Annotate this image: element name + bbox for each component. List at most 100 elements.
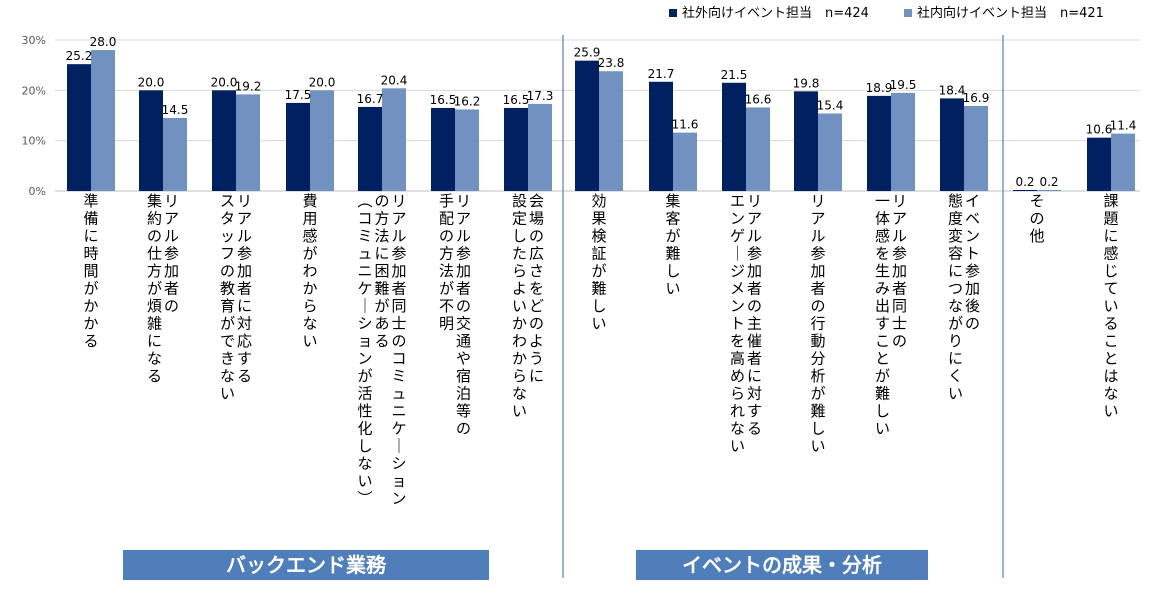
value-label: 21.5 [721,68,748,82]
svg-text:が: が [665,227,680,245]
svg-text:な: な [147,350,162,368]
svg-text:加: 加 [965,280,980,298]
value-label: 25.9 [574,46,601,60]
bar-series-1 [575,60,599,192]
svg-text:感: 感 [1103,245,1118,263]
svg-text:で: で [220,332,235,350]
svg-text:か: か [512,350,527,368]
svg-text:の: の [892,332,907,350]
svg-text:ア: ア [810,210,825,228]
bar-series-1 [212,90,236,191]
y-tick-label: 10% [22,135,46,148]
svg-text:｜: ｜ [357,297,372,315]
svg-text:い: い [1103,402,1118,420]
svg-text:の: の [164,297,179,315]
svg-text:客: 客 [665,210,680,228]
value-label: 15.4 [817,98,844,112]
svg-text:て: て [1103,280,1118,298]
svg-text:の: の [374,192,389,210]
svg-text:を: を [875,245,890,263]
svg-text:配: 配 [439,210,454,228]
svg-text:︶: ︶ [357,490,372,508]
bar-series-2 [746,107,770,191]
svg-text:い: い [730,437,745,455]
svg-text:難: 難 [810,402,825,420]
svg-text:育: 育 [220,297,235,315]
svg-text:な: な [302,315,317,333]
svg-text:の: の [391,332,406,350]
bar-series-2 [382,88,406,191]
svg-text:ョ: ョ [357,332,372,350]
svg-text:雑: 雑 [147,315,162,333]
svg-text:リ: リ [237,192,252,210]
svg-text:ア: ア [237,210,252,228]
legend: 社外向けイベント担当 n=424 社内向けイベント担当 n=421 [669,5,1104,21]
svg-text:検: 検 [591,227,606,245]
svg-text:い: い [810,437,825,455]
svg-text:リ: リ [456,192,471,210]
svg-text:フ: フ [220,245,235,263]
bar-series-1 [358,106,382,191]
svg-text:題: 題 [1103,210,1118,228]
svg-text:士: 士 [391,315,406,333]
svg-text:ト: ト [965,245,980,263]
svg-text:用: 用 [302,210,317,228]
group-banner: バックエンド業務 [123,550,489,580]
svg-text:準: 準 [83,192,98,210]
svg-text:か: か [512,315,527,333]
svg-text:つ: つ [948,280,963,298]
svg-text:︵: ︵ [357,192,372,210]
svg-text:リ: リ [747,192,762,210]
svg-text:集: 集 [665,192,680,210]
value-label: 20.0 [309,75,336,89]
svg-text:は: は [1103,367,1118,385]
svg-text:タ: タ [220,210,235,228]
svg-text:明: 明 [439,315,454,333]
y-tick-label: 30% [22,34,46,47]
svg-text:集: 集 [147,192,162,210]
svg-text:設: 設 [512,192,527,210]
svg-text:定: 定 [512,210,527,228]
svg-text:ョ: ョ [391,472,406,490]
svg-text:困: 困 [374,262,389,280]
svg-text:メ: メ [730,280,745,298]
value-label: 19.8 [793,76,820,90]
svg-text:ュ: ュ [357,245,372,263]
svg-text:に: に [948,350,963,368]
svg-text:に: に [147,332,162,350]
svg-text:費: 費 [302,192,317,210]
svg-text:り: り [948,332,963,350]
bar-series-2 [163,118,187,191]
svg-text:他: 他 [1029,227,1044,245]
svg-text:後: 後 [965,297,980,315]
svg-text:コ: コ [391,350,406,368]
svg-text:か: か [302,280,317,298]
svg-text:体: 体 [875,210,890,228]
svg-text:に: に [529,367,544,385]
svg-text:加: 加 [237,262,252,280]
svg-text:の: の [220,262,235,280]
category-labels: 準備に時間がかかる集約の仕方が煩雑になるリアル参加者のスタッフの教育ができないリ… [83,192,1118,508]
svg-text:出: 出 [875,297,890,315]
svg-text:活: 活 [357,385,372,403]
svg-text:い: い [302,332,317,350]
svg-text:加: 加 [747,262,762,280]
bar-series-1 [794,91,818,191]
svg-text:加: 加 [456,262,471,280]
svg-text:い: い [357,472,372,490]
svg-text:る: る [147,367,162,385]
legend-swatch-series-1 [669,9,677,17]
svg-text:の: の [456,297,471,315]
svg-text:こ: こ [1103,332,1118,350]
svg-text:や: や [456,350,471,368]
svg-text:ら: ら [302,297,317,315]
svg-text:な: な [948,297,963,315]
group-banner-label: イベントの成果・分析 [682,553,882,577]
svg-text:が: が [147,280,162,298]
bar-series-1 [431,107,455,191]
legend-label-series-1: 社外向けイベント担当 n=424 [682,5,869,21]
svg-text:る: る [747,420,762,438]
svg-text:そ: そ [1029,192,1044,210]
